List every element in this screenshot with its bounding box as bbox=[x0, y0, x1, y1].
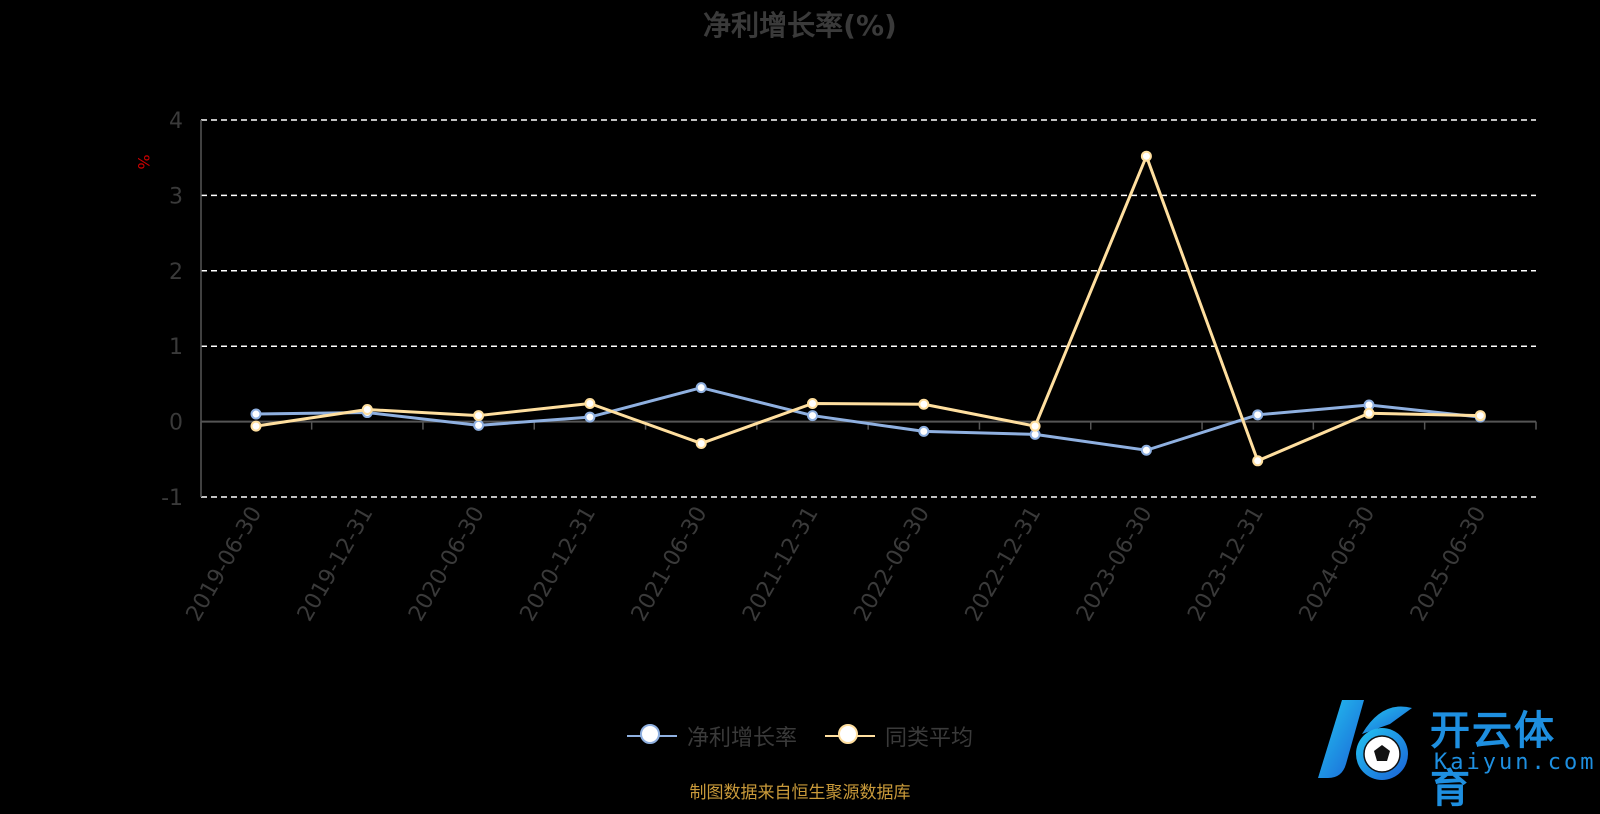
x-tick-label: 2023-12-31 bbox=[1183, 503, 1269, 626]
y-tick-label: -1 bbox=[161, 486, 183, 511]
x-tick-label: 2022-06-30 bbox=[849, 503, 935, 626]
grid-lines bbox=[201, 119, 1536, 498]
data-point-series-2 bbox=[1252, 455, 1264, 467]
data-point-series-2 bbox=[584, 398, 596, 410]
data-point-series-2 bbox=[361, 404, 373, 416]
legend-item-series-1[interactable]: 净利增长率 bbox=[626, 720, 797, 752]
data-point-series-2 bbox=[918, 398, 930, 410]
brand-logo: 开云体育 Kaiyun.com bbox=[1312, 694, 1593, 812]
x-tick-label: 2019-12-31 bbox=[293, 503, 379, 626]
legend: 净利增长率 同类平均 bbox=[0, 720, 1600, 752]
x-tick-label: 2019-06-30 bbox=[182, 503, 268, 626]
x-tick-label: 2021-06-30 bbox=[627, 503, 713, 626]
series-line-2 bbox=[255, 154, 1481, 463]
data-point-series-2 bbox=[695, 437, 707, 449]
logo-en-text: Kaiyun.com bbox=[1434, 750, 1597, 775]
data-point-series-1 bbox=[250, 408, 262, 420]
data-point-series-2 bbox=[250, 420, 262, 432]
x-tick-label: 2025-06-30 bbox=[1406, 503, 1492, 626]
y-axis-unit-label: % bbox=[134, 154, 153, 169]
x-tick-label: 2021-12-31 bbox=[738, 503, 824, 626]
data-point-series-1 bbox=[473, 419, 485, 431]
data-point-series-1 bbox=[1140, 444, 1152, 456]
data-point-series-2 bbox=[473, 410, 485, 422]
data-source-note: 制图数据来自恒生聚源数据库 bbox=[689, 783, 911, 803]
y-tick-label: 0 bbox=[169, 411, 183, 436]
data-point-series-1 bbox=[695, 382, 707, 394]
y-tick-label: 2 bbox=[169, 260, 183, 285]
series-line-1 bbox=[255, 386, 1481, 452]
legend-swatch-series-2 bbox=[825, 723, 875, 749]
x-tick-label: 2023-06-30 bbox=[1072, 503, 1158, 626]
x-tick-label: 2020-12-31 bbox=[516, 503, 602, 626]
data-point-series-1 bbox=[918, 425, 930, 437]
data-point-series-2 bbox=[1029, 420, 1041, 432]
data-point-series-2 bbox=[807, 398, 818, 410]
legend-label-series-1: 净利增长率 bbox=[686, 726, 797, 751]
legend-item-series-2[interactable]: 同类平均 bbox=[825, 720, 973, 752]
legend-label-series-2: 同类平均 bbox=[885, 726, 974, 751]
data-point-series-1 bbox=[584, 411, 596, 423]
data-point-series-2 bbox=[1363, 407, 1375, 419]
legend-swatch-series-1 bbox=[626, 723, 677, 749]
data-point-series-2 bbox=[1474, 410, 1486, 422]
axes: -1 0 1 2 3 4 2019-06-30 2019-12-31 2020-06-30 202… bbox=[161, 109, 1537, 626]
data-point-series-1 bbox=[1252, 409, 1264, 421]
logo-cn-text: 开云体育 bbox=[1430, 708, 1556, 812]
data-point-series-2 bbox=[1140, 150, 1152, 162]
data-point-series-1 bbox=[807, 410, 818, 422]
y-tick-label: 3 bbox=[169, 184, 183, 209]
y-tick-label: 1 bbox=[169, 335, 183, 360]
soccer-ball-logo-icon bbox=[1318, 700, 1412, 780]
x-tick-label: 2020-06-30 bbox=[404, 502, 490, 625]
y-tick-label: 4 bbox=[169, 109, 183, 134]
series-lines bbox=[250, 150, 1486, 467]
x-tick-label: 2022-12-31 bbox=[961, 503, 1047, 626]
x-tick-label: 2024-06-30 bbox=[1295, 503, 1381, 626]
chart-title: 净利增长率(%) bbox=[703, 9, 897, 42]
